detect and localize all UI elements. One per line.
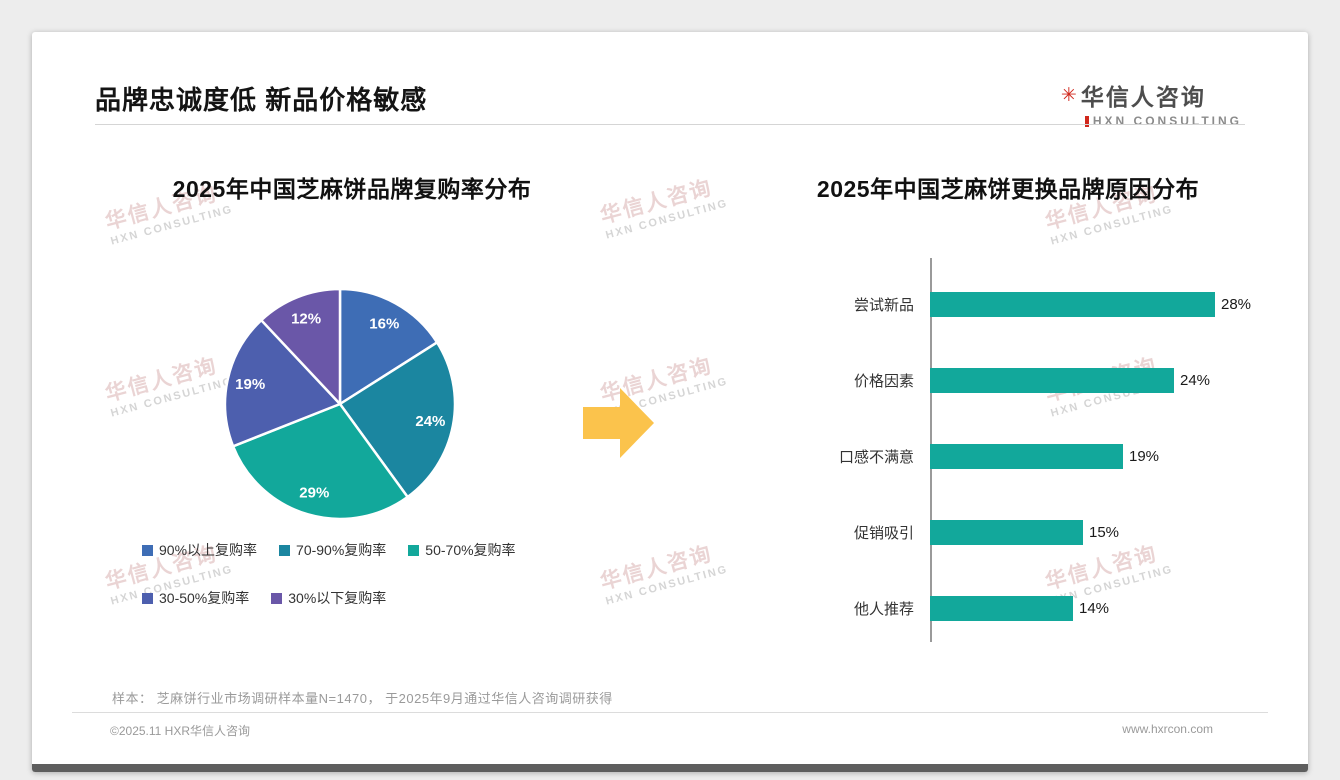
bar-value-label: 15% [1089, 523, 1120, 541]
legend-label: 50-70%复购率 [425, 542, 516, 558]
bar-value-label: 14% [1079, 599, 1110, 617]
footer-divider [72, 712, 1268, 713]
legend-swatch [408, 544, 420, 556]
bar-chart: 尝试新品 28% 价格因素 24% 口感不满意 19% 促销吸引 15% 他人推荐 14% [782, 266, 1282, 646]
bar-row: 口感不满意 19% [782, 418, 1282, 494]
logo-red-mark [1084, 115, 1089, 127]
legend-swatch [279, 544, 291, 556]
legend-item: 50-70%复购率 [408, 540, 516, 560]
pie-slice [231, 402, 410, 521]
bar [930, 443, 1123, 469]
legend-label: 30%以下复购率 [288, 590, 387, 606]
pie-slice [223, 318, 343, 448]
right-arrow-icon [583, 384, 655, 469]
pie-slice-label: 24% [415, 413, 445, 430]
bar-category-label: 价格因素 [853, 372, 914, 390]
legend-label: 90%以上复购率 [159, 542, 258, 558]
pie-chart: 16% 24% 29% 19% 12% [190, 254, 490, 554]
bar-value-label: 24% [1180, 371, 1211, 389]
legend-label: 70-90%复购率 [296, 542, 387, 558]
copyright-text: ©2025.11 HXR华信人咨询 [110, 724, 250, 738]
legend-label: 30-50%复购率 [159, 590, 250, 606]
legend-swatch [142, 592, 153, 604]
pie-slice-label: 16% [369, 315, 399, 332]
bar-row: 促销吸引 15% [782, 494, 1282, 570]
page-title: 品牌忠诚度低 新品价格敏感 [95, 85, 428, 115]
bar-category-label: 他人推荐 [853, 600, 914, 618]
sample-footnote: 样本： 芝麻饼行业市场调研样本量N=1470， 于2025年9月通过华信人咨询调… [112, 691, 613, 706]
pie-legend: 90%以上复购率 70-90%复购率 50-70%复购率 30-50%复购率 30%以下… [142, 540, 516, 608]
pie-slice-label: 29% [299, 484, 329, 501]
legend-swatch [271, 592, 283, 604]
bar-row: 价格因素 24% [782, 342, 1282, 418]
pie-slice [338, 340, 457, 499]
legend-item: 30%以下复购率 [271, 588, 386, 608]
bar-value-label: 19% [1129, 447, 1160, 465]
bar [930, 519, 1083, 545]
logo-en-text: HXN CONSULTING [1092, 114, 1242, 128]
pie-slice-label: 19% [235, 376, 265, 393]
legend-item: 30-50%复购率 [142, 588, 249, 608]
bar-row: 他人推荐 14% [782, 570, 1282, 646]
website-url: www.hxrcon.com [1122, 722, 1213, 736]
bar [930, 367, 1174, 393]
bar-category-label: 尝试新品 [853, 296, 914, 314]
bar-category-label: 促销吸引 [853, 524, 914, 542]
logo-asterisk-icon: ✳ [1060, 84, 1077, 106]
company-logo: ✳ 华信人咨询 HXN CONSULTING [1061, 78, 1242, 128]
bar-category-label: 口感不满意 [838, 448, 914, 466]
pie-slice [259, 287, 342, 408]
slide: 华信人咨询 HXN CONSULTING 华信人咨询 HXN CONSULTING 华信… [32, 32, 1308, 772]
bar-chart-title: 2025年中国芝麻饼更换品牌原因分布 [816, 176, 1200, 202]
legend-item: 70-90%复购率 [279, 540, 386, 560]
legend-swatch [142, 544, 153, 556]
bar-row: 尝试新品 28% [782, 266, 1282, 342]
pie-slice-label: 12% [291, 311, 321, 328]
bar [930, 291, 1215, 317]
bottom-bar [32, 764, 1308, 772]
bar-value-label: 28% [1221, 295, 1252, 313]
pie-slice [338, 287, 439, 407]
legend-item: 90%以上复购率 [142, 540, 257, 560]
pie-chart-title: 2025年中国芝麻饼品牌复购率分布 [172, 176, 532, 202]
logo-cn-text: 华信人咨询 [1080, 84, 1206, 110]
pie-chart-svg: 16% 24% 29% 19% 12% [223, 287, 457, 521]
header-divider [95, 124, 1245, 125]
bar [930, 595, 1073, 621]
